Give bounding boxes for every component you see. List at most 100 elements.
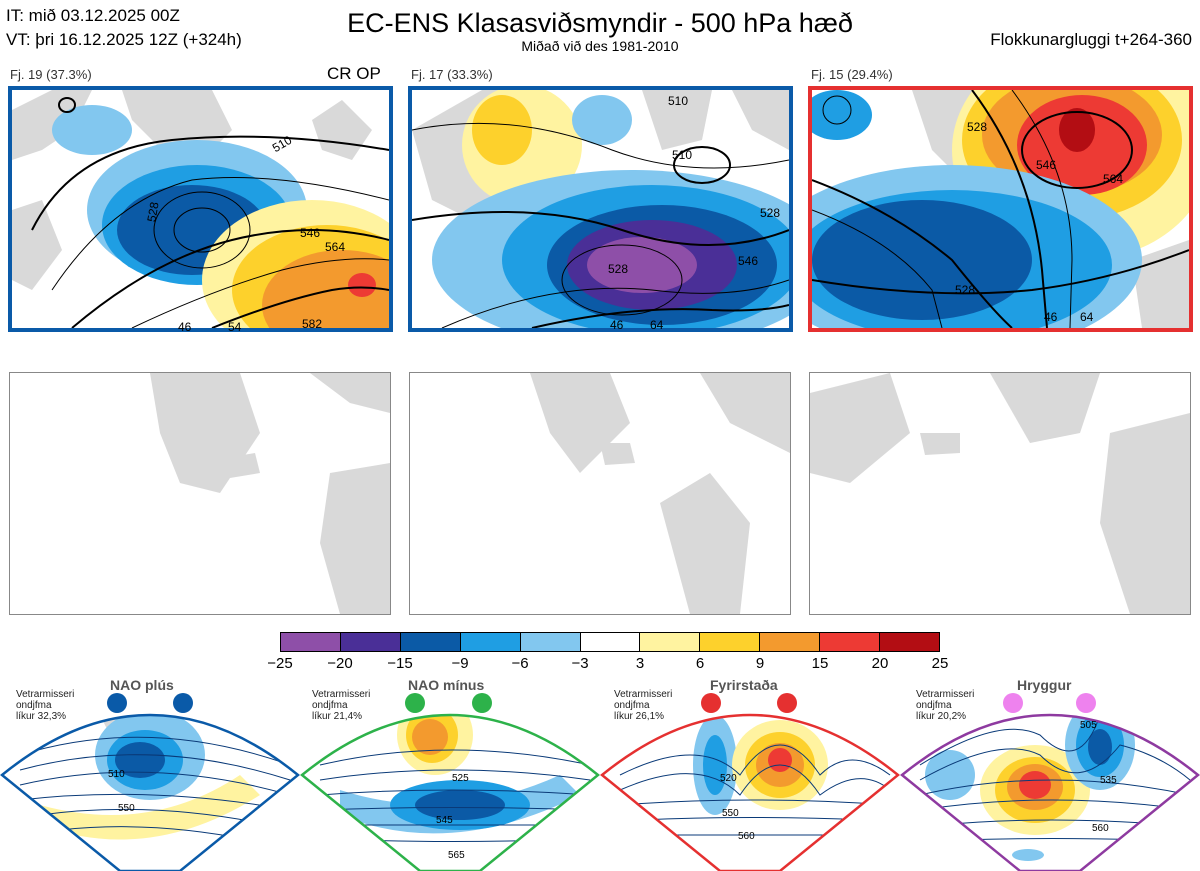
regime-blocking: Fyrirstaða Vetrarmisseri ondjfma líkur 2… <box>600 675 900 871</box>
contour-label: 546 <box>300 226 321 240</box>
colorbar-bin <box>580 633 641 651</box>
contour-label: 582 <box>302 317 323 331</box>
contour-label: 46 <box>610 318 624 332</box>
vt-line: VT: þri 16.12.2025 12Z (+324h) <box>6 30 242 49</box>
contour-label: 560 <box>738 831 755 842</box>
contour-label: 560 <box>1092 823 1109 834</box>
contour-label: 528 <box>967 120 988 134</box>
colorbar-bin <box>520 633 581 651</box>
regime-info-line: ondjfma <box>916 700 952 711</box>
contour-label: 564 <box>1103 172 1124 186</box>
colorbar-bin <box>820 633 881 651</box>
contour-label: 528 <box>955 283 976 297</box>
regime-info-line: líkur 21,4% <box>312 711 363 722</box>
colorbar-bin <box>340 633 401 651</box>
colorbar-tick: −9 <box>451 655 469 672</box>
cluster-1-map <box>8 86 393 332</box>
contour-label: 505 <box>1080 720 1097 731</box>
empty-map-1 <box>9 372 391 615</box>
window-label: Flokkunargluggi t+264-360 <box>990 30 1192 49</box>
regime-info-line: ondjfma <box>614 700 650 711</box>
regime-info-line: Vetrarmisseri <box>916 689 975 700</box>
contour-label: 550 <box>722 808 739 819</box>
colorbar-bin <box>700 633 761 651</box>
regime-info-line: líkur 32,3% <box>16 711 67 722</box>
page-subtitle: Miðað við des 1981-2010 <box>521 38 679 54</box>
regime-title: Hryggur <box>1017 677 1072 693</box>
it-line: IT: mið 03.12.2025 00Z <box>6 6 180 25</box>
empty-map-2 <box>409 372 791 615</box>
regime-dot <box>777 693 797 713</box>
regime-dot <box>1003 693 1023 713</box>
contour-label: 510 <box>668 94 689 108</box>
contour-label: 564 <box>325 240 346 254</box>
contour-label: 510 <box>108 769 125 780</box>
header-left: IT: mið 03.12.2025 00Z VT: þri 16.12.202… <box>6 4 242 52</box>
regime-info-line: ondjfma <box>312 700 348 711</box>
cluster-1-label: Fj. 19 (37.3%) <box>10 67 92 82</box>
colorbar-bin <box>880 633 939 651</box>
colorbar-bin <box>281 633 341 651</box>
anomaly-fields <box>52 105 389 328</box>
cluster-2-label: Fj. 17 (33.3%) <box>411 67 493 82</box>
regime-info-line: líkur 20,2% <box>916 711 967 722</box>
regime-dot <box>405 693 425 713</box>
regime-info: Vetrarmisseri ondjfma líkur 32,3% <box>16 689 74 722</box>
colorbar-bin <box>760 633 821 651</box>
colorbar-tick: −3 <box>571 655 589 672</box>
regime-nao-minus: NAO mínus Vetrarmisseri ondjfma líkur 21… <box>300 675 600 871</box>
regime-info: Vetrarmisseri ondjfma líkur 20,2% <box>916 689 974 722</box>
colorbar-tick: 6 <box>695 655 705 672</box>
colorbar-tick: 9 <box>755 655 765 672</box>
contour-label: 64 <box>1080 310 1094 324</box>
colorbar-tick: 25 <box>931 655 949 672</box>
page-title: EC-ENS Klasasviðsmyndir - 500 hPa hæð <box>347 8 853 38</box>
colorbar-bin <box>400 633 461 651</box>
contour-label: 550 <box>118 803 135 814</box>
colorbar-tick: −25 <box>267 655 293 672</box>
contour-label: 535 <box>1100 775 1117 786</box>
cluster-1-tag: CR OP <box>327 64 381 83</box>
height-contours <box>31 97 389 328</box>
colorbar-tick: 20 <box>871 655 889 672</box>
cluster-3-map <box>808 86 1193 332</box>
height-contours <box>412 122 789 328</box>
regime-dot <box>107 693 127 713</box>
contour-label: 546 <box>738 254 759 268</box>
height-contours <box>812 90 1189 328</box>
colorbar-tick: −20 <box>327 655 353 672</box>
contour-label: 528 <box>608 262 629 276</box>
contour-label: 528 <box>760 206 781 220</box>
colorbar-tick: 15 <box>811 655 829 672</box>
contour-label: 545 <box>436 815 453 826</box>
regime-info-line: Vetrarmisseri <box>312 689 371 700</box>
regime-info: Vetrarmisseri ondjfma líkur 26,1% <box>614 689 672 722</box>
contour-label: 565 <box>448 850 465 861</box>
contour-label: 64 <box>650 318 664 332</box>
regime-ridge: Hryggur Vetrarmisseri ondjfma líkur 20,2… <box>900 675 1200 871</box>
colorbar-tick: −6 <box>511 655 529 672</box>
contour-label: 46 <box>1044 310 1058 324</box>
colorbar <box>280 632 940 652</box>
contour-label: 525 <box>452 773 469 784</box>
regime-title: NAO plús <box>110 677 174 693</box>
regime-info-line: Vetrarmisseri <box>614 689 673 700</box>
contour-label: 546 <box>1036 158 1057 172</box>
contour-label: 510 <box>672 148 693 162</box>
contour-label: 54 <box>228 320 242 334</box>
colorbar-tick: −15 <box>387 655 413 672</box>
regime-dot <box>173 693 193 713</box>
cluster-3-label: Fj. 15 (29.4%) <box>811 67 893 82</box>
colorbar-tick: 3 <box>635 655 645 672</box>
regime-dot <box>701 693 721 713</box>
empty-map-3 <box>809 372 1191 615</box>
regime-title: Fyrirstaða <box>710 677 778 693</box>
regime-dot <box>1076 693 1096 713</box>
regime-info-line: Vetrarmisseri <box>16 689 75 700</box>
contour-label: 520 <box>720 773 737 784</box>
contour-label: 46 <box>178 320 192 334</box>
regime-info: Vetrarmisseri ondjfma líkur 21,4% <box>312 689 370 722</box>
regime-nao-plus: NAO plús Vetrarmisseri ondjfma líkur 32,… <box>0 675 300 871</box>
colorbar-bin <box>460 633 521 651</box>
regime-dot <box>472 693 492 713</box>
